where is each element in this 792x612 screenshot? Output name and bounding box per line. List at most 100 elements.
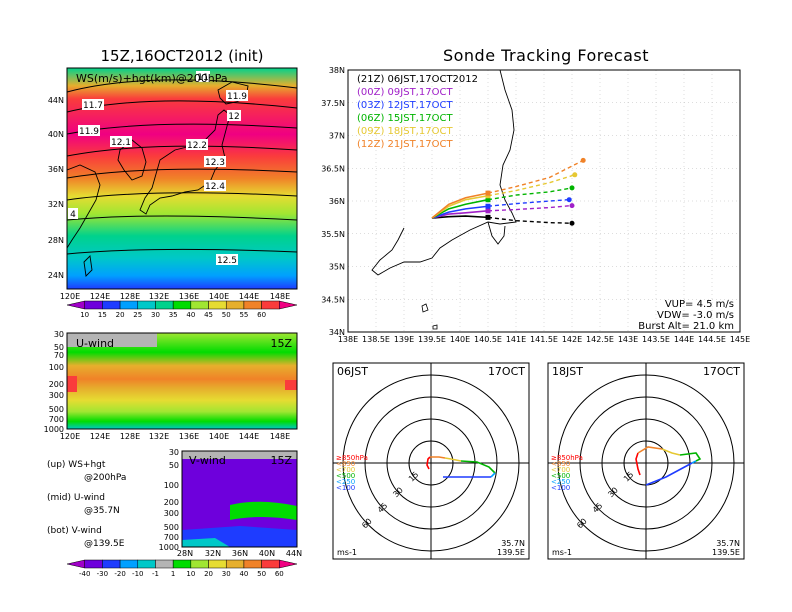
track-lon-label: 140.5E — [474, 335, 502, 344]
contour-label: 12.5 — [217, 256, 237, 266]
wind-colorbar-swatch — [208, 559, 227, 569]
note-line: @35.7N — [84, 506, 120, 516]
hodo-time: 06JST — [337, 365, 368, 378]
track-line-forecast — [487, 216, 573, 224]
map-lat-label: 44N — [48, 96, 64, 105]
wind-colorbar-label: -30 — [97, 570, 108, 578]
contour-label: 12 — [228, 112, 239, 122]
hodo-level: <500 — [336, 472, 355, 480]
ws-colorbar-label: 35 — [169, 311, 178, 319]
track-line — [431, 192, 489, 219]
panel-notes: (up) WS+hgt @200hPa (mid) U-wind @35.7N … — [47, 460, 126, 549]
right-title: Sonde Tracking Forecast — [443, 46, 649, 65]
ws-colorbar-swatch — [137, 300, 156, 310]
hodo-level: <700 — [336, 466, 355, 474]
map-lon-label: 124E — [90, 292, 110, 301]
track-lon-label: 138E — [338, 335, 358, 344]
param-line: VDW= -3.0 m/s — [657, 310, 734, 321]
v-lat-label: 28N — [177, 549, 193, 558]
v-wind-panel: V-wind 15Z 30 50 100 200 300 500 700 100… — [159, 448, 302, 558]
wind-colorbar-swatch — [243, 559, 262, 569]
hodo-trace — [444, 457, 462, 462]
wind-colorbar-label: -10 — [132, 570, 143, 578]
wind-colorbar-label: -20 — [114, 570, 125, 578]
track-lon-label: 139E — [394, 335, 414, 344]
track-axes: 138E 138.5E 139E 139.5E 140E 140.5E 141E 141.5E… — [321, 66, 750, 344]
izu-island — [432, 324, 438, 330]
track-lat-label: 34N — [329, 328, 345, 337]
hodo-lon: 139.5E — [497, 548, 525, 557]
track-line — [431, 198, 489, 219]
wind-colorbar-label: 50 — [257, 570, 266, 578]
track-line-forecast — [487, 198, 570, 207]
contour-label: 4 — [70, 210, 76, 220]
track-lat-label: 37.5N — [321, 99, 345, 108]
wind-colorbar: -40 -30 -20 -10 -1 1 10 20 30 40 50 60 — [66, 559, 298, 578]
hodo-trace — [679, 452, 702, 462]
wind-colorbar-swatch — [119, 559, 139, 569]
ws-colorbar-swatch — [102, 300, 121, 310]
hodo-trace — [637, 446, 663, 454]
track-panel: 138E 138.5E 139E 139.5E 140E 140.5E 141E 141.5E… — [321, 66, 750, 344]
v-lat-label: 32N — [205, 549, 221, 558]
contour-label: 11.9 — [79, 127, 99, 137]
wind-colorbar-swatch — [172, 559, 192, 569]
ws-colorbar-swatch — [225, 300, 245, 310]
v-p-label: 50 — [169, 461, 179, 470]
china-coastline — [67, 164, 101, 249]
ws-colorbar-label: 15 — [98, 311, 107, 319]
track-lon-label: 144.5E — [698, 335, 726, 344]
hodo-trace — [426, 456, 431, 470]
u-lon-label: 136E — [179, 432, 199, 441]
ws-map-panel: 11.7 11.9 12.1 12.2 12.3 12.4 12.5 11.9 … — [48, 67, 298, 319]
hodo-lat: 35.7N — [716, 539, 740, 548]
track-line-forecast — [487, 174, 576, 197]
ws-colorbar-swatch — [279, 300, 298, 310]
map-lon-label: 120E — [60, 292, 80, 301]
u-lon-label: 148E — [270, 432, 290, 441]
wind-colorbar-swatch — [190, 559, 209, 569]
map-lon-label: 136E — [179, 292, 199, 301]
hodo-level: <850 — [551, 460, 570, 468]
track-lat-label: 36.5N — [321, 164, 345, 173]
track-endpoint — [566, 197, 572, 203]
track-lat-label: 35.5N — [321, 230, 345, 239]
u-p-label: 1000 — [44, 425, 64, 434]
legend-entry: (09Z) 18JST,17OCT — [357, 126, 453, 137]
track-endpoint — [569, 203, 575, 209]
wind-colorbar-label: 10 — [186, 570, 195, 578]
u-lon-label: 120E — [60, 432, 80, 441]
track-lon-label: 143E — [618, 335, 638, 344]
v-p-label: 200 — [164, 498, 179, 507]
hodo-level: <850 — [336, 460, 355, 468]
wind-colorbar-label: -1 — [152, 570, 159, 578]
v-p-label: 300 — [164, 509, 179, 518]
track-lon-label: 144E — [674, 335, 694, 344]
u-lon-label: 144E — [239, 432, 259, 441]
ws-colorbar-swatch — [84, 300, 103, 310]
wind-colorbar-label: 30 — [222, 570, 231, 578]
ws-colorbar: 10 15 20 25 30 35 40 45 50 55 60 — [66, 300, 298, 319]
track-line-forecast — [487, 159, 584, 194]
track-burst-marker — [485, 208, 491, 214]
map-lat-label: 40N — [48, 130, 64, 139]
track-lat-label: 37N — [329, 132, 345, 141]
japan-coastline — [139, 109, 231, 215]
map-lat-label: 36N — [48, 165, 64, 174]
wind-colorbar-swatch — [225, 559, 245, 569]
hodo-level: <250 — [336, 478, 355, 486]
track-lat-label: 38N — [329, 66, 345, 75]
track-line-forecast — [487, 187, 573, 201]
ws-colorbar-swatch — [261, 300, 280, 310]
v-p-label: 700 — [164, 533, 179, 542]
ws-colorbar-label: 55 — [239, 311, 248, 319]
track-lon-label: 143.5E — [642, 335, 670, 344]
map-lon-label: 148E — [270, 292, 290, 301]
ws-colorbar-label: 10 — [80, 311, 89, 319]
map-panel-label: WS(m/s)+hgt(km)@200hPa — [76, 72, 228, 85]
track-lat-label: 34.5N — [321, 295, 345, 304]
hodo-time: 18JST — [552, 365, 583, 378]
map-lat-label: 24N — [48, 271, 64, 280]
u-p-label: 70 — [54, 351, 64, 360]
map-lat-label: 28N — [48, 236, 64, 245]
